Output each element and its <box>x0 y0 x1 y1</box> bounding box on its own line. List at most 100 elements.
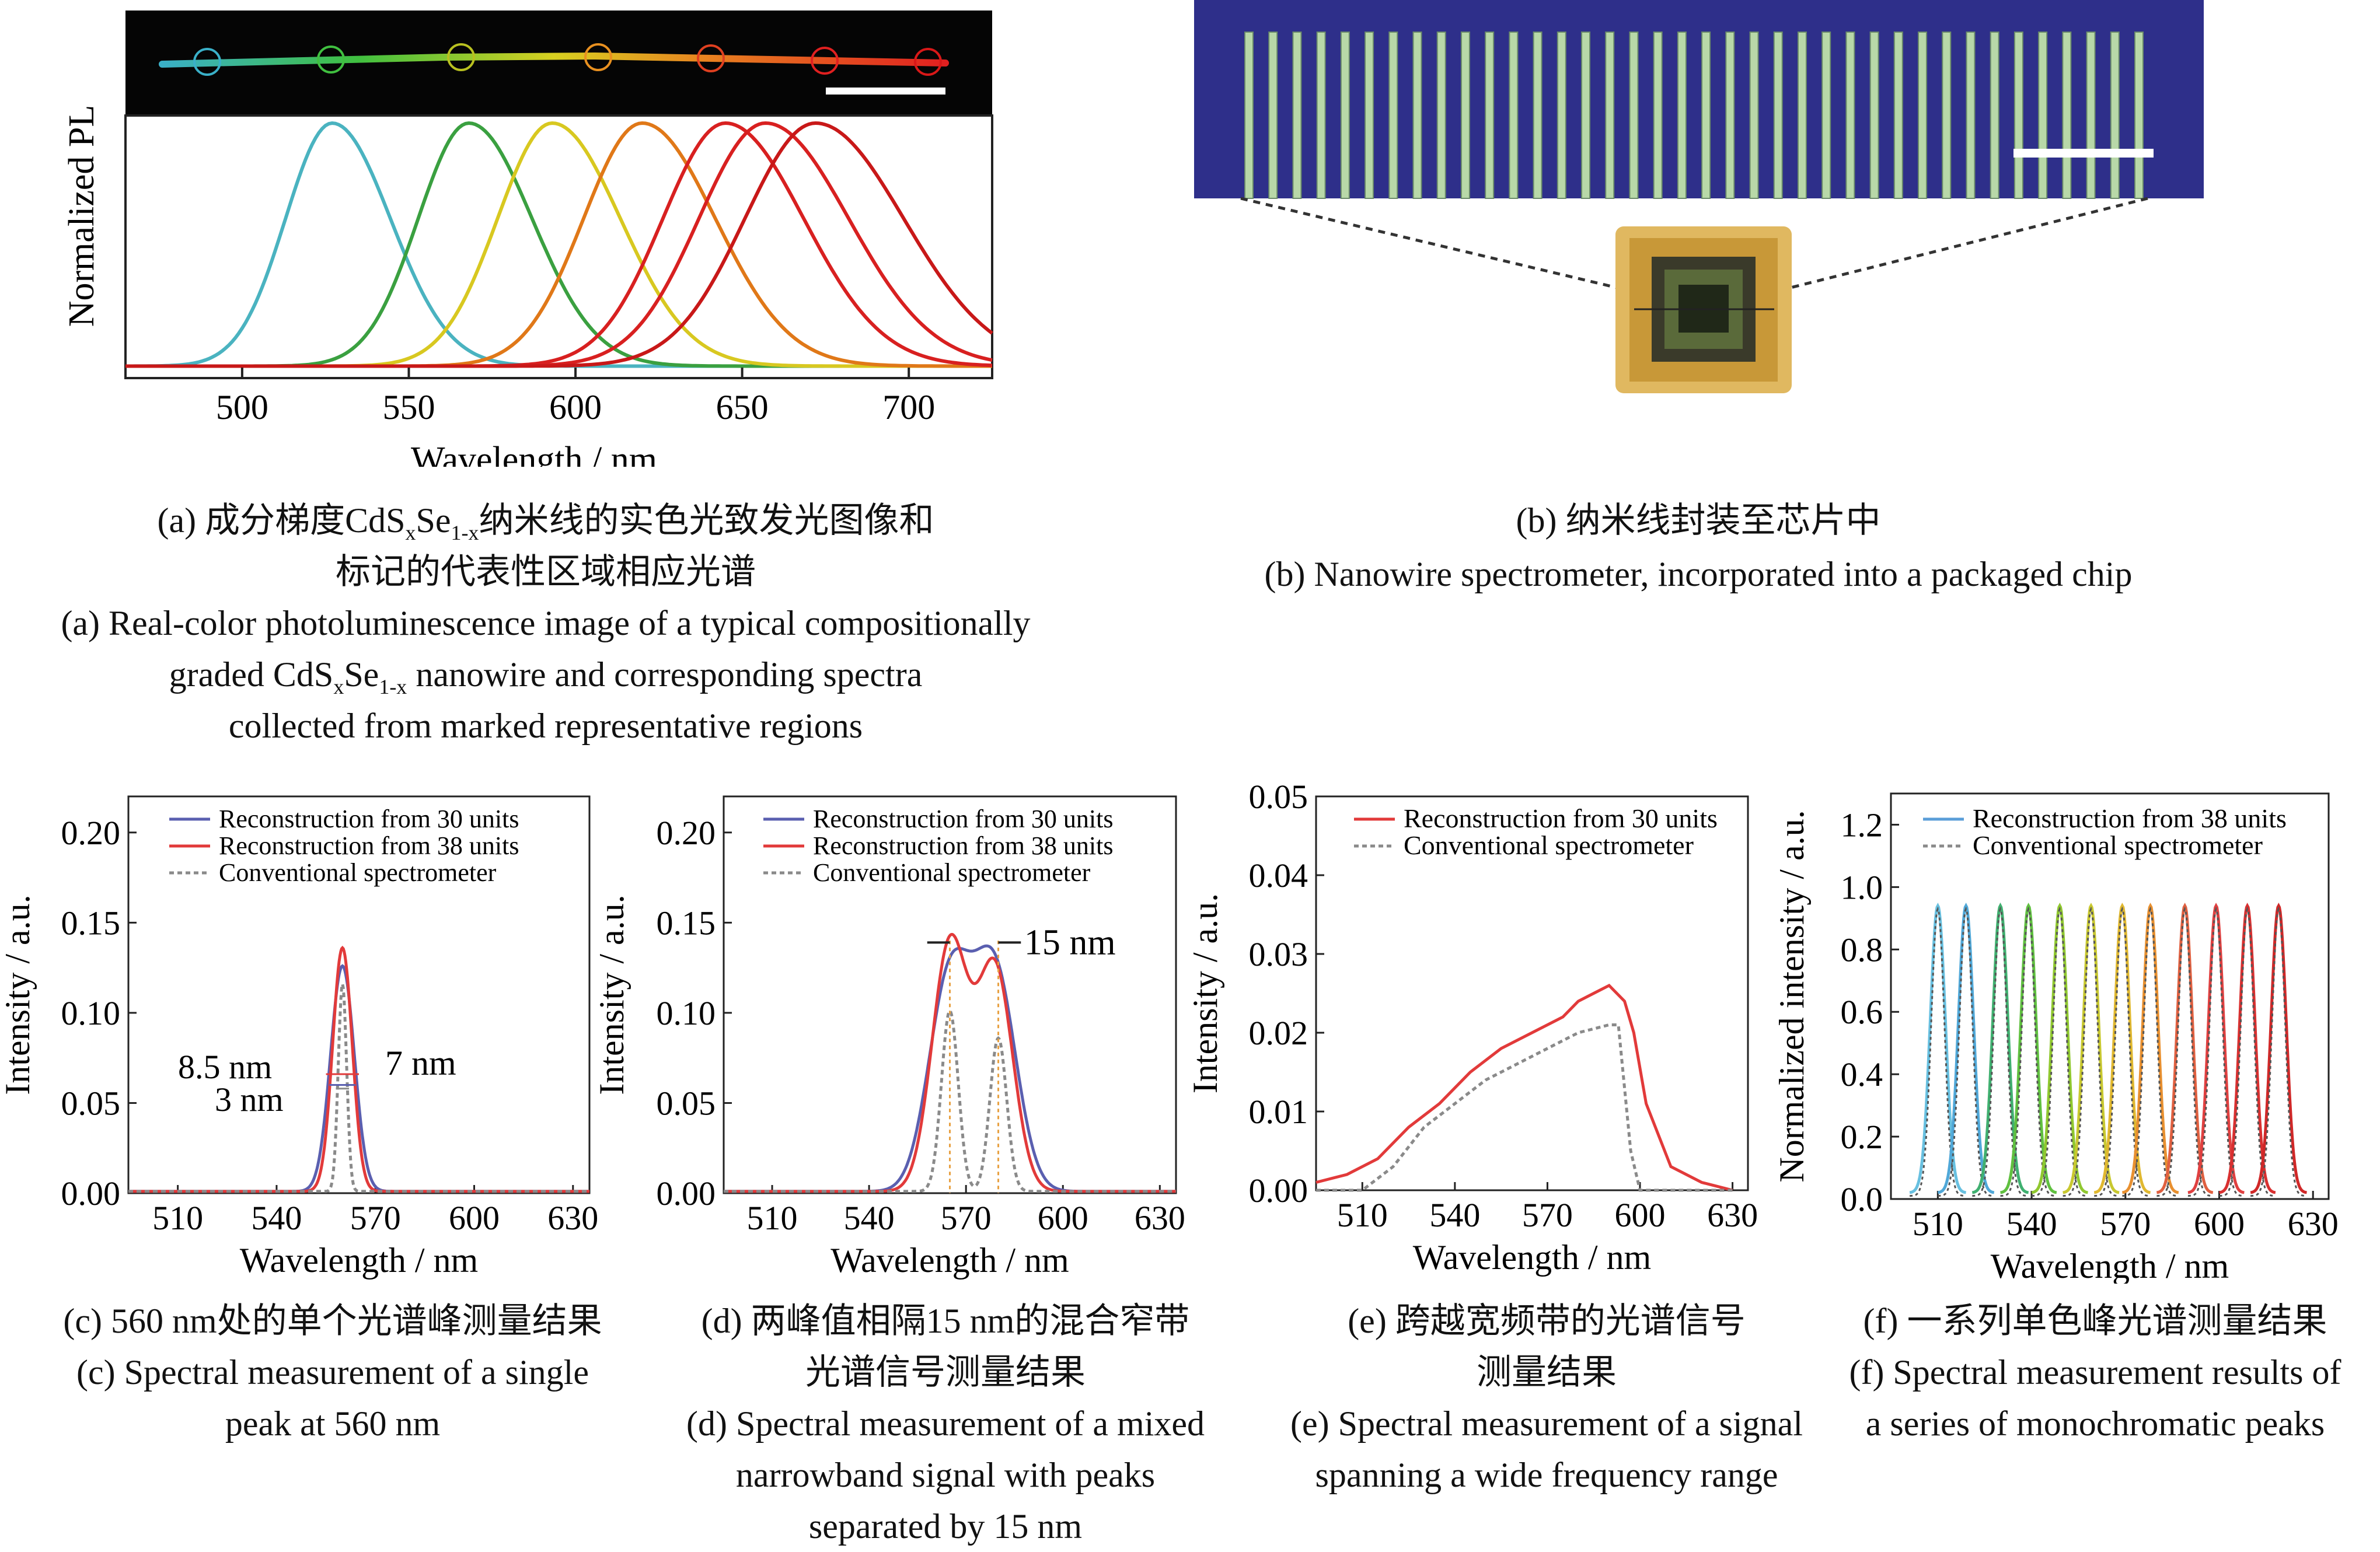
x-axis-label: Wavelength / nm <box>830 1241 1069 1280</box>
x-tick-label: 630 <box>1707 1196 1758 1234</box>
electrode <box>1605 32 1615 199</box>
panel-d-caption-cn-2: 光谱信号测量结果 <box>805 1353 1086 1392</box>
x-tick-label: 540 <box>251 1199 302 1237</box>
x-tick-label: 540 <box>2006 1205 2057 1243</box>
electrode <box>1942 32 1952 199</box>
legend-label: Reconstruction from 30 units <box>1404 803 1718 833</box>
plot-frame <box>723 795 1177 1194</box>
fwhm-annotation-30: 8.5 nm <box>178 1048 272 1086</box>
legend-label: Reconstruction from 38 units <box>1973 803 2287 833</box>
electrode <box>1966 32 1976 199</box>
pl-spectrum-curve <box>125 121 993 368</box>
electrode <box>1677 32 1687 199</box>
electrode <box>1244 32 1254 199</box>
electrode <box>2013 32 2023 199</box>
x-tick-label: 600 <box>449 1199 500 1237</box>
y-tick-label: 0.0 <box>1841 1180 1883 1218</box>
y-axis-label: Normalized intensity / a.u. <box>1772 810 1811 1182</box>
fwhm-annotation-38: 7 nm <box>385 1044 456 1082</box>
y-tick-label: 0.20 <box>61 814 121 852</box>
electrode <box>1773 32 1783 199</box>
panel-e-caption-cn-1: (e) 跨越宽频带的光谱信号 <box>1348 1302 1746 1340</box>
separation-annotation: 15 nm <box>1024 922 1116 962</box>
x-tick-label: 650 <box>716 388 769 427</box>
x-tick-label: 570 <box>350 1199 401 1237</box>
caption-subscript: 1-x <box>451 521 479 544</box>
caption-text: (a) 成分梯度CdS <box>157 501 406 540</box>
y-tick-label: 0.00 <box>1249 1172 1308 1210</box>
y-tick-label: 0.20 <box>657 814 716 852</box>
caption-text: 纳米线的实色光致发光图像和 <box>479 501 934 540</box>
y-tick-label: 0.10 <box>61 994 121 1032</box>
x-tick-label: 510 <box>747 1199 798 1237</box>
electrode <box>1918 32 1928 199</box>
y-tick-label: 0.02 <box>1249 1014 1308 1052</box>
conventional-peak <box>2122 906 2179 1197</box>
zoom-line-left <box>1240 197 1635 293</box>
x-tick-label: 540 <box>844 1199 895 1237</box>
legend-label: Conventional spectrometer <box>813 858 1091 887</box>
electrode <box>1581 32 1591 199</box>
conventional-peak <box>2250 906 2307 1197</box>
reconstruction-peak <box>2093 903 2151 1194</box>
electrode <box>1533 32 1543 199</box>
reconstruction-peak <box>1909 903 1966 1194</box>
reconstruction-peak <box>2122 903 2179 1194</box>
y-tick-label: 0.8 <box>1841 931 1883 969</box>
y-tick-label: 0.05 <box>657 1084 716 1122</box>
caption-subscript: x <box>333 675 344 698</box>
panel-e-chart: 510 540 570 600 630 0.00 0.01 0.02 0.03 0.04 0.05 W… <box>1186 778 1758 1277</box>
panel-f-caption-cn: (f) 一系列单色峰光谱测量结果 <box>1863 1302 2327 1340</box>
electrode <box>1990 32 1999 199</box>
panel-d-caption-en-2: narrowband signal with peaks <box>735 1456 1156 1494</box>
y-tick-label: 1.0 <box>1841 868 1883 906</box>
fwhm-annotation-conventional: 3 nm <box>215 1081 284 1118</box>
electrode <box>1365 32 1374 199</box>
electrode <box>2086 32 2096 199</box>
electrode <box>1292 32 1302 199</box>
electrode <box>1509 32 1519 199</box>
conventional-peak <box>2156 906 2213 1197</box>
electrode <box>2134 32 2144 199</box>
conventional-peak <box>2032 906 2088 1197</box>
panel-f-chart: 510 540 570 600 630 0.0 0.2 0.4 0.6 0.8 1.0 1.2 Wave… <box>1772 792 2339 1284</box>
y-tick-label: 0.4 <box>1841 1055 1883 1093</box>
caption-text: Se <box>344 655 379 694</box>
panel-c-caption-en-2: peak at 560 nm <box>225 1404 441 1443</box>
scale-bar <box>826 88 945 95</box>
electrode <box>1653 32 1663 199</box>
y-tick-label: 0.15 <box>657 904 716 942</box>
panel-d-chart: 510 540 570 600 630 0.00 0.05 0.10 0.15 0.20 Wavel… <box>592 795 1185 1280</box>
x-tick-label: 570 <box>941 1199 992 1237</box>
caption-subscript: 1-x <box>379 675 407 698</box>
panel-f-caption-en-1: (f) Spectral measurement results of <box>1849 1353 2341 1392</box>
x-tick-label: 510 <box>1913 1205 1963 1243</box>
packaged-chip <box>1615 226 1792 393</box>
electrode <box>2062 32 2072 199</box>
x-axis-label: Wavelength / nm <box>1413 1238 1651 1277</box>
y-axis-label: Intensity / a.u. <box>592 894 631 1095</box>
panel-b-caption-cn: (b) 纳米线封装至芯片中 <box>1516 501 1881 540</box>
nanowire <box>159 52 949 68</box>
x-tick-label: 510 <box>152 1199 203 1237</box>
y-axis-label: Intensity / a.u. <box>0 894 37 1095</box>
reconstruction-peak <box>1938 903 1995 1194</box>
electrode <box>1436 32 1446 199</box>
x-tick-label: 600 <box>549 388 602 427</box>
electrode <box>1268 32 1278 199</box>
spectrum-curve <box>1316 1023 1733 1192</box>
legend-label: Reconstruction from 38 units <box>813 831 1114 860</box>
spectrum-curve <box>724 1009 1176 1193</box>
legend-label: Reconstruction from 38 units <box>219 831 519 860</box>
legend-label: Reconstruction from 30 units <box>813 805 1114 833</box>
legend-label: Conventional spectrometer <box>1973 830 2263 860</box>
x-tick-label: 630 <box>1135 1199 1185 1237</box>
x-tick-label: 630 <box>547 1199 598 1237</box>
conventional-peak <box>2000 906 2057 1197</box>
electrode <box>1749 32 1759 199</box>
y-tick-label: 0.00 <box>61 1175 121 1212</box>
y-tick-label: 0.15 <box>61 904 121 942</box>
caption-subscript: x <box>405 521 416 544</box>
electrode <box>1629 32 1639 199</box>
legend-label: Reconstruction from 30 units <box>219 805 519 833</box>
